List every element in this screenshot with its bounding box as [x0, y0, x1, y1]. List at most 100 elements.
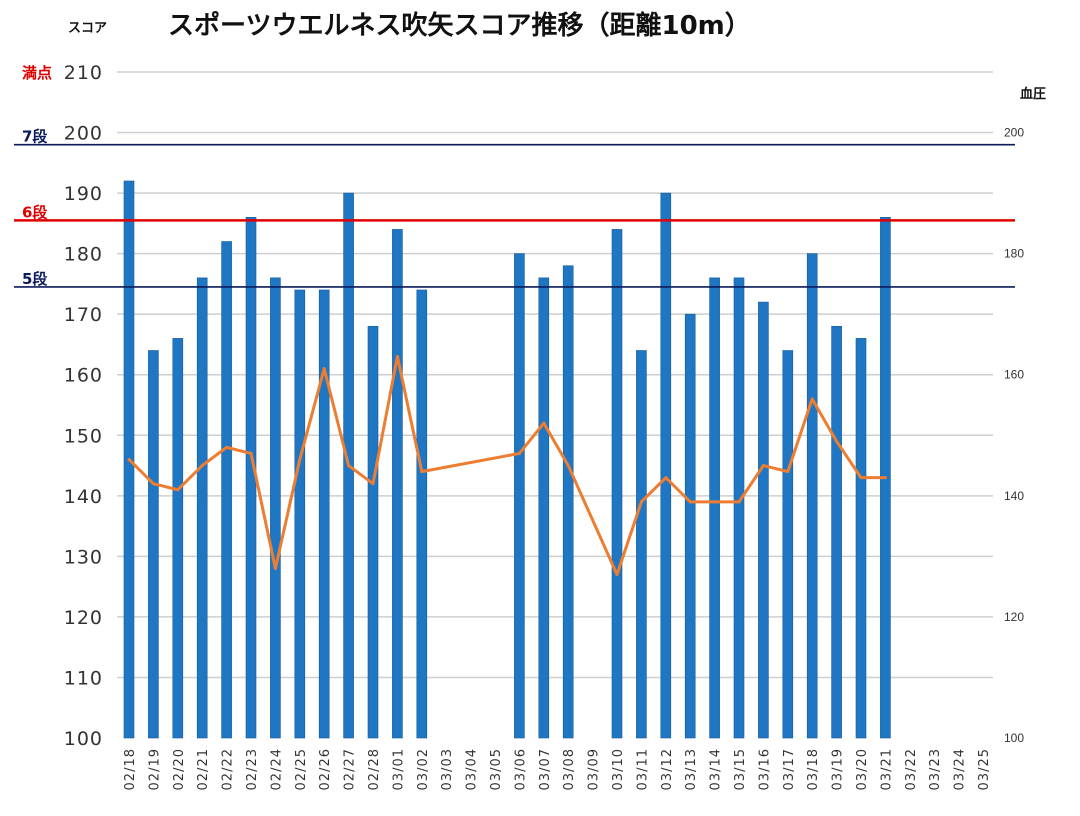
- line-path: [127, 355, 886, 577]
- x-tick-label: 02/21: [196, 748, 211, 790]
- chart-title: スポーツウエルネス吹矢スコア推移（距離10m）: [168, 10, 751, 41]
- y2-tick-label: 120: [1004, 610, 1024, 624]
- line-point: [225, 445, 229, 449]
- bar: [367, 325, 379, 739]
- reference-label: 5段: [22, 270, 47, 288]
- x-tick-label: 03/19: [831, 748, 846, 790]
- x-tick-label: 03/01: [391, 748, 406, 790]
- line-point: [395, 355, 399, 359]
- y2-tick-label: 100: [1004, 731, 1024, 745]
- y2-tick-label: 200: [1004, 126, 1024, 140]
- x-tick-label: 03/08: [562, 748, 577, 790]
- y-tick-label: 150: [64, 425, 103, 447]
- bar: [684, 313, 696, 739]
- line-series: [127, 355, 887, 577]
- x-tick-label: 02/23: [245, 748, 260, 790]
- bar: [538, 277, 550, 739]
- x-tick-label: 03/20: [855, 748, 870, 790]
- x-tick-label: 03/12: [660, 748, 675, 790]
- line-point: [859, 476, 863, 480]
- line-point: [835, 439, 839, 443]
- y-tick-label: 170: [64, 304, 103, 326]
- y-tick-label: 160: [64, 365, 103, 387]
- bar: [221, 241, 232, 739]
- x-tick-label: 03/24: [953, 748, 968, 790]
- bar: [831, 325, 842, 739]
- x-tick-label: 03/03: [440, 748, 455, 790]
- y-axis-label: スコア: [68, 21, 107, 36]
- x-tick-label: 02/25: [294, 748, 309, 790]
- line-point: [322, 367, 326, 371]
- y2-axis-label: 血圧: [1020, 86, 1046, 102]
- bar: [392, 229, 403, 739]
- line-point: [176, 488, 180, 492]
- line-point: [883, 476, 887, 480]
- bar: [709, 277, 720, 739]
- x-tick-label: 03/15: [733, 748, 748, 790]
- bar: [416, 289, 428, 739]
- line-point: [810, 397, 814, 401]
- x-tick-label: 02/28: [367, 748, 382, 790]
- y-axis-ticks: 100 110 120 130 140 150 160 170 180 190 200 210: [64, 62, 103, 750]
- line-point: [639, 500, 643, 504]
- x-tick-label: 03/17: [782, 748, 797, 790]
- y2-tick-label: 160: [1004, 368, 1024, 382]
- bar: [611, 229, 623, 739]
- line-point: [615, 573, 619, 577]
- line-point: [542, 421, 546, 425]
- line-point: [151, 482, 155, 486]
- x-tick-label: 02/26: [318, 748, 333, 790]
- x-tick-label: 02/19: [147, 748, 162, 790]
- line-point: [273, 566, 277, 570]
- x-tick-label: 03/22: [904, 748, 919, 790]
- bar: [196, 277, 208, 739]
- y-tick-label: 130: [64, 546, 103, 568]
- y-tick-label: 200: [64, 123, 103, 145]
- x-tick-label: 02/27: [343, 748, 358, 790]
- gridlines: [117, 71, 993, 679]
- y2-axis-ticks: 100 120 140 160 180 200: [1004, 126, 1024, 745]
- y2-tick-label: 180: [1004, 247, 1024, 261]
- y-tick-label: 210: [64, 62, 103, 84]
- reference-lines: 満点 7段 6段 5段: [14, 64, 1015, 288]
- bar: [245, 217, 257, 739]
- x-tick-label: 02/24: [269, 748, 284, 790]
- bar: [148, 350, 159, 739]
- line-point: [566, 464, 570, 468]
- x-tick-label: 03/07: [538, 748, 553, 790]
- x-tick-label: 03/13: [684, 748, 699, 790]
- reference-label: 6段: [22, 203, 47, 221]
- line-point: [761, 464, 765, 468]
- bar: [318, 289, 330, 739]
- x-tick-label: 03/06: [513, 748, 528, 790]
- bar-series: [123, 180, 891, 739]
- x-tick-label: 03/02: [416, 748, 431, 790]
- x-tick-label: 03/14: [709, 748, 724, 790]
- x-tick-label: 03/10: [611, 748, 626, 790]
- bar: [855, 338, 867, 739]
- bar: [733, 277, 745, 739]
- x-tick-label: 02/20: [172, 748, 187, 790]
- bar: [270, 277, 281, 739]
- y-tick-label: 110: [64, 667, 103, 689]
- bar: [636, 350, 647, 739]
- line-point: [786, 470, 790, 474]
- line-point: [688, 500, 692, 504]
- line-point: [713, 500, 717, 504]
- bar: [782, 350, 794, 739]
- bar: [806, 253, 818, 739]
- bar: [514, 253, 525, 739]
- x-tick-label: 03/25: [977, 748, 992, 790]
- line-point: [420, 470, 424, 474]
- bar: [660, 192, 672, 739]
- line-point: [737, 500, 741, 504]
- x-tick-label: 03/16: [757, 748, 772, 790]
- x-tick-label: 03/18: [806, 748, 821, 790]
- x-tick-label: 03/11: [635, 748, 650, 790]
- bar: [562, 265, 574, 739]
- x-tick-label: 03/05: [489, 748, 504, 790]
- bar: [758, 301, 769, 739]
- line-point: [298, 457, 302, 461]
- line-point: [517, 451, 521, 455]
